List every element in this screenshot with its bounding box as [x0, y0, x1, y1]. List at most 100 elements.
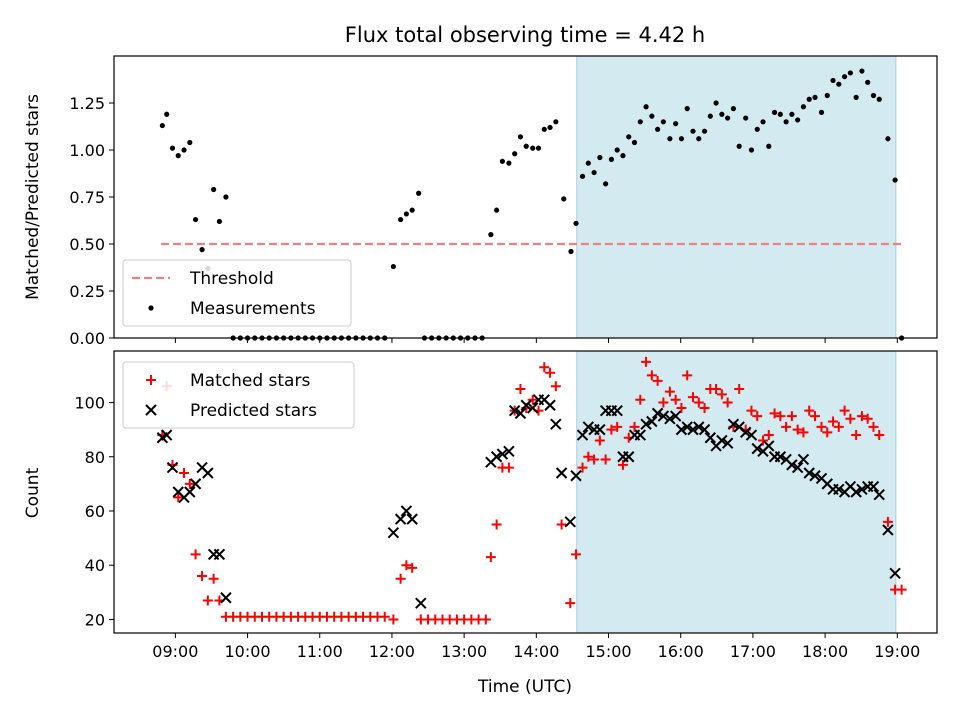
legend-label: Matched stars	[190, 371, 310, 391]
x-tick-label: 09:00	[152, 642, 198, 661]
matched-star-point	[845, 413, 856, 424]
legend-label: Predicted stars	[190, 401, 317, 421]
measurement-point	[748, 147, 755, 153]
matched-star-point	[395, 573, 406, 584]
matched-star-point	[664, 386, 675, 397]
predicted-star-point	[721, 437, 734, 449]
matched-star-point	[822, 427, 833, 438]
measurement-point	[754, 126, 760, 132]
predicted-star-point	[716, 434, 728, 447]
measurement-point	[541, 126, 547, 132]
matched-star-point	[527, 394, 538, 405]
matched-star-point	[828, 416, 839, 427]
predicted-star-point	[184, 486, 196, 498]
matched-star-point	[746, 405, 757, 416]
measurement-point	[818, 109, 825, 115]
predicted-star-point	[704, 432, 717, 444]
measurement-point	[597, 154, 603, 161]
measurement-point	[631, 139, 638, 146]
matched-star-point	[583, 451, 594, 462]
matched-star-point	[896, 584, 907, 595]
measurement-point	[223, 194, 229, 200]
measurement-point	[523, 143, 529, 149]
matched-star-point	[781, 421, 792, 432]
measurement-point	[499, 158, 505, 164]
predicted-star-point	[514, 407, 527, 420]
measurement-point	[649, 113, 655, 119]
ratio-panel: 0.00 0.25 0.50 0.75 1.00 1.25 Threshold Measure…	[69, 55, 938, 348]
measurement-point	[568, 248, 574, 255]
predicted-star-point	[803, 467, 815, 479]
measurement-point	[812, 94, 818, 100]
measurement-point	[830, 77, 836, 84]
measurement-point	[701, 128, 708, 134]
predicted-star-point	[213, 548, 226, 561]
predicted-star-point	[850, 486, 862, 498]
legend-box	[122, 361, 355, 429]
matched-star-point	[556, 519, 567, 530]
predicted-star-point	[634, 429, 646, 441]
predicted-star-point	[856, 483, 868, 495]
y-tick-label: 40	[85, 556, 105, 575]
matched-star-point	[769, 408, 780, 419]
measurement-point	[603, 181, 609, 187]
predicted-star-point	[786, 459, 798, 471]
matched-star-point	[641, 356, 652, 367]
measurement-point	[707, 113, 713, 119]
matched-star-point	[184, 478, 195, 489]
measurement-point	[585, 160, 591, 166]
measurement-point	[777, 111, 783, 117]
y-tick-label: 60	[85, 502, 105, 521]
legend-label: Measurements	[190, 299, 316, 319]
predicted-star-point	[415, 597, 427, 609]
matched-star-point	[379, 611, 390, 622]
matched-star-point	[491, 519, 502, 530]
legend: Matched stars Predicted stars	[122, 361, 355, 429]
measurement-point	[181, 147, 187, 153]
matched-star-point	[539, 362, 550, 373]
measurement-point	[216, 218, 223, 225]
y-tick-label: 80	[85, 448, 105, 467]
y-tick-label: 0.00	[69, 329, 105, 348]
predicted-star-point	[594, 423, 606, 436]
measurement-point	[637, 119, 643, 125]
matched-star-point	[571, 549, 582, 560]
measurement-point	[713, 100, 719, 106]
matched-star-point	[577, 462, 588, 473]
predicted-star-point	[564, 516, 576, 528]
matched-star-point	[809, 411, 820, 422]
predicted-star-point	[544, 399, 556, 411]
matched-star-point	[716, 389, 727, 400]
matched-star-point	[874, 430, 885, 441]
measurement-point	[187, 139, 193, 146]
y-tick-label: 100	[74, 394, 105, 413]
predicted-star-point	[508, 404, 521, 417]
matched-star-point	[202, 595, 213, 606]
legend-predicted-swatch	[145, 404, 157, 416]
matched-star-point	[682, 370, 693, 381]
matched-star-point	[635, 394, 646, 405]
matched-star-point	[862, 413, 873, 424]
measurement-point	[398, 216, 404, 223]
matched-star-point	[734, 383, 745, 394]
measurement-point	[806, 96, 812, 102]
matched-star-point	[589, 454, 600, 465]
matched-star-point	[401, 560, 412, 571]
observing-window	[576, 55, 897, 339]
matched-star-point	[722, 397, 733, 408]
x-tick-label: 14:00	[513, 642, 559, 661]
predicted-star-point	[867, 480, 880, 493]
matched-star-point	[629, 421, 640, 432]
measurement-point	[853, 94, 859, 100]
predicted-star-point	[651, 407, 664, 420]
matched-star-point	[676, 402, 687, 413]
matched-star-point	[190, 549, 201, 560]
measurement-point	[800, 104, 807, 110]
x-tick-label: 12:00	[369, 642, 415, 661]
predicted-star-point	[833, 483, 845, 495]
measurement-point	[660, 119, 666, 125]
measurement-point	[655, 126, 661, 132]
predicted-star-point	[727, 418, 740, 430]
measurement-point	[626, 134, 632, 140]
